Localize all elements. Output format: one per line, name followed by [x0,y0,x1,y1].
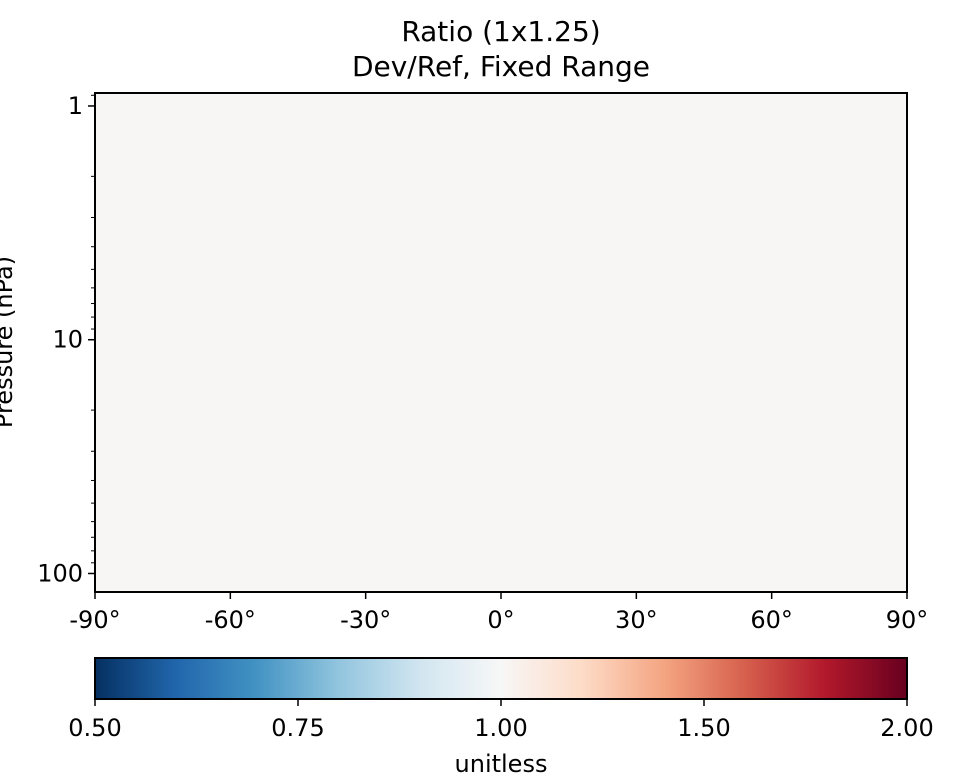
y-axis-label: Pressure (hPa) [0,256,18,428]
chart-title: Ratio (1x1.25) [401,15,600,48]
plot-area [94,92,908,593]
x-tick-label: 0° [487,606,514,634]
colorbar-bar [94,657,908,700]
x-tick-label: -90° [69,606,120,634]
colorbar-tick-label: 0.75 [271,714,324,742]
x-tick-label: -60° [205,606,256,634]
y-tick-label: 100 [37,559,83,587]
x-tick-label: 60° [750,606,793,634]
y-tick-label: 10 [52,326,83,354]
colorbar-label: unitless [455,750,548,778]
colorbar-ticks: 0.50 0.75 1.00 1.50 2.00 [68,699,934,742]
colorbar-tick-label: 0.50 [68,714,121,742]
y-axis: 1 10 100 [37,92,95,587]
y-tick-label: 1 [68,92,83,120]
colorbar-tick-label: 1.50 [677,714,730,742]
x-tick-label: 90° [886,606,929,634]
x-tick-label: 30° [615,606,658,634]
colorbar-tick-label: 1.00 [474,714,527,742]
chart-subtitle: Dev/Ref, Fixed Range [352,50,650,83]
colorbar-tick-label: 2.00 [880,714,933,742]
x-tick-label: -30° [340,606,391,634]
x-axis: -90° -60° -30° 0° 30° 60° 90° [69,592,928,634]
colorbar: 0.50 0.75 1.00 1.50 2.00 unitless [68,657,934,778]
heatmap-background [95,93,907,592]
